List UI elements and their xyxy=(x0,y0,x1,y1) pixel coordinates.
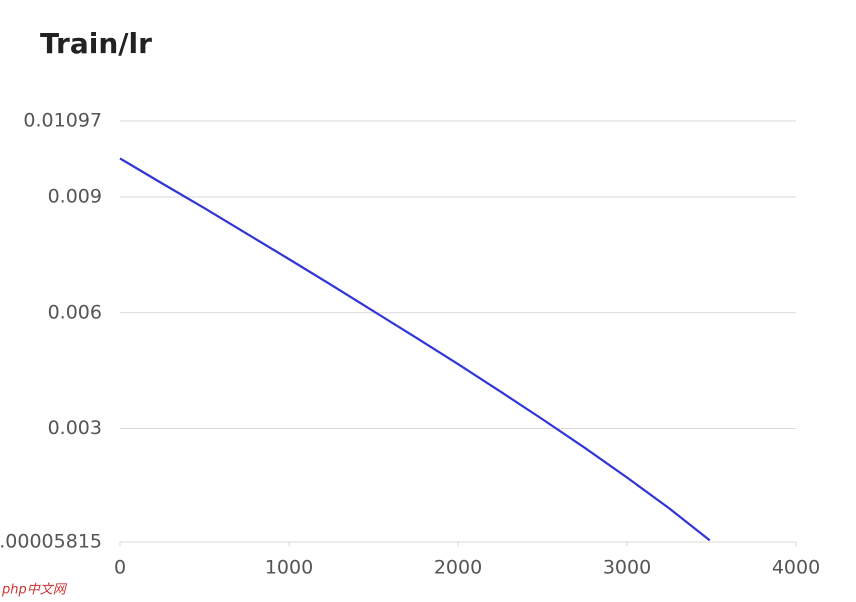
y-tick-label: 0.006 xyxy=(48,301,102,323)
watermark: php中文网 xyxy=(1,582,68,598)
x-tick-label: 2000 xyxy=(434,557,482,579)
x-tick-label: 3000 xyxy=(603,557,651,579)
y-tick-label: 0.009 xyxy=(48,186,102,208)
y-tick-label: 0.01097 xyxy=(23,110,102,132)
x-tick-label: 0 xyxy=(114,557,126,579)
x-tick-label: 1000 xyxy=(265,557,313,579)
y-tick-label: 0.003 xyxy=(48,417,102,439)
y-tick-label: 0.00005815 xyxy=(0,531,102,553)
data-line xyxy=(119,157,711,542)
chart-title: Train/lr xyxy=(40,27,152,60)
x-tick-label: 4000 xyxy=(772,557,820,579)
